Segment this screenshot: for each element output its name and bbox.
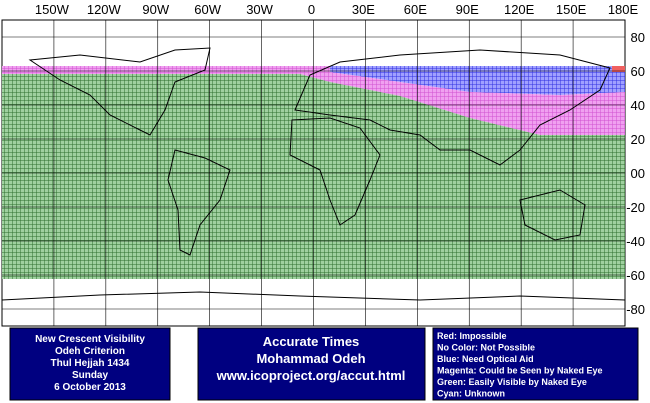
lon-label: 120E (504, 2, 535, 17)
lon-label: 60W (194, 2, 221, 17)
lat-label: 80 (631, 30, 645, 45)
legend-text: No Color: Not Possible (437, 343, 535, 353)
lon-label: 150W (35, 2, 70, 17)
legend-text: Magenta: Could be Seen by Naked Eye (437, 366, 603, 376)
lon-label: 60E (404, 2, 427, 17)
south-america (167, 149, 231, 256)
lat-label: -20 (626, 200, 645, 215)
info-text: Odeh Criterion (55, 346, 125, 357)
info-box (9, 327, 171, 401)
info-text: Thul Hejjah 1434 (51, 358, 130, 369)
legend-text: Red: Impossible (437, 331, 507, 341)
lat-label: 00 (631, 166, 645, 181)
lon-label: 180E (608, 2, 639, 17)
north-america (28, 47, 211, 136)
lat-label: 40 (631, 98, 645, 113)
legend-text: Blue: Need Optical Aid (437, 354, 534, 364)
legend-box (432, 327, 639, 401)
eurasia (294, 49, 611, 166)
lon-label: 30E (352, 2, 375, 17)
lon-label: 120W (87, 2, 122, 17)
info-text: Accurate Times (263, 334, 360, 349)
legend-text: Cyan: Unknown (437, 389, 505, 399)
lat-label: -40 (626, 234, 645, 249)
lon-label: 0 (308, 2, 315, 17)
info-box (197, 327, 426, 401)
info-text: Mohammad Odeh (256, 351, 365, 366)
lon-label: 90E (456, 2, 479, 17)
lat-label: -60 (626, 268, 645, 283)
legend-text: Green: Easily Visible by Naked Eye (437, 377, 587, 387)
lon-label: 150E (556, 2, 587, 17)
antarctica (1, 291, 626, 301)
africa (289, 117, 381, 226)
info-text: New Crescent Visibility (35, 334, 145, 345)
graticule (2, 20, 625, 326)
australia (519, 189, 586, 241)
info-text: www.icoproject.org/accut.html (216, 368, 406, 383)
lat-label: -80 (626, 302, 645, 317)
coastlines (1, 47, 626, 301)
info-text: Sunday (72, 370, 109, 381)
lon-label: 90W (142, 2, 169, 17)
info-text: 6 October 2013 (54, 382, 126, 393)
lon-label: 30W (246, 2, 273, 17)
lat-label: 20 (631, 132, 645, 147)
lat-label: 60 (631, 64, 645, 79)
red-region (612, 66, 625, 72)
blue-region (330, 66, 625, 95)
